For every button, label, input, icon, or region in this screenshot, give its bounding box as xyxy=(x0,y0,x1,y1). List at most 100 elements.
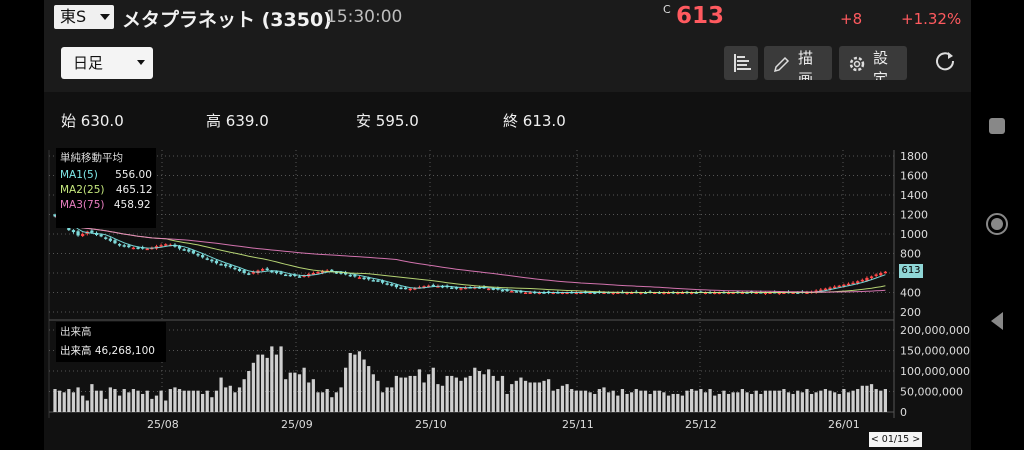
volume-bar xyxy=(237,387,242,412)
volume-bar xyxy=(187,390,191,412)
volume-bar xyxy=(141,393,145,412)
volume-bar xyxy=(367,366,371,412)
volume-bar xyxy=(777,390,781,412)
ma2-row: MA2(25) 465.12 xyxy=(60,184,156,196)
quote-time: 15:30:00 xyxy=(326,7,403,27)
candle-body xyxy=(542,292,546,294)
candle-body xyxy=(390,284,394,286)
candle-body xyxy=(334,272,339,274)
volume-bar xyxy=(90,384,94,412)
ma2-value: 465.12 xyxy=(115,184,153,196)
close-label: 終 xyxy=(503,112,519,130)
candle-body xyxy=(90,230,94,233)
candle-body xyxy=(828,287,832,290)
price-tick-label: 400 xyxy=(900,287,921,300)
volume-bar xyxy=(856,389,860,412)
indicator-list-button[interactable] xyxy=(724,46,758,80)
candle-body xyxy=(643,292,648,294)
volume-bar xyxy=(260,354,265,412)
chart-toolbar: 日足 描画 設定 xyxy=(44,36,971,92)
candle-body xyxy=(731,292,735,294)
price-tick-label: 1000 xyxy=(900,228,928,241)
volume-bar xyxy=(819,390,823,412)
volume-legend: 出来高 出来高 46,268,100 xyxy=(56,322,166,362)
volume-bar xyxy=(473,367,477,412)
volume-tick-label: 100,000,000 xyxy=(900,365,970,378)
volume-bar xyxy=(865,385,869,412)
volume-bar xyxy=(459,380,463,412)
volume-bar xyxy=(311,379,315,412)
volume-bar xyxy=(519,377,523,412)
candle-body xyxy=(602,292,606,294)
exchange-select[interactable]: 東S xyxy=(54,5,114,29)
candle-body xyxy=(560,292,565,294)
candle-body xyxy=(745,292,749,294)
volume-bar xyxy=(666,395,671,412)
candle-body xyxy=(823,288,828,291)
ma3-line xyxy=(54,215,886,293)
candle-body xyxy=(127,245,131,248)
date-tick-label: 25/09 xyxy=(281,418,313,431)
volume-bar xyxy=(662,392,666,412)
volume-bar xyxy=(487,369,491,412)
android-nav-bar xyxy=(971,0,1024,450)
candle-body xyxy=(413,288,417,290)
candle-body xyxy=(288,274,292,277)
volume-bar xyxy=(842,389,846,412)
recents-icon[interactable] xyxy=(987,116,1007,136)
volume-bar xyxy=(422,382,426,412)
candle-body xyxy=(491,288,495,290)
volume-bar xyxy=(680,395,685,412)
ma1-row: MA1(5) 556.00 xyxy=(60,169,156,181)
volume-bar xyxy=(53,389,57,412)
candle-body xyxy=(270,270,274,273)
volume-bar xyxy=(279,346,283,412)
candle-body xyxy=(440,285,445,288)
date-cursor-tag[interactable]: < 01/15 > xyxy=(869,432,922,447)
candle-body xyxy=(279,272,283,274)
home-icon[interactable] xyxy=(985,212,1009,236)
stock-chart[interactable]: 20040060080010001200140016001800050,000,… xyxy=(44,0,971,450)
candle-body xyxy=(219,264,223,266)
volume-bar xyxy=(182,390,186,412)
refresh-icon[interactable] xyxy=(934,50,956,72)
volume-bar xyxy=(316,392,320,412)
volume-bar xyxy=(385,387,389,412)
candle-body xyxy=(630,292,634,294)
candle-body xyxy=(796,292,800,294)
volume-tick-label: 50,000,000 xyxy=(900,386,963,399)
volume-bar xyxy=(542,380,546,412)
volume-bar xyxy=(150,398,154,412)
candle-body xyxy=(357,277,362,279)
candle-body xyxy=(136,247,140,249)
draw-button[interactable]: 描画 xyxy=(764,46,832,80)
volume-bar xyxy=(417,369,422,412)
candle-body xyxy=(782,292,786,294)
candle-body xyxy=(427,285,431,288)
period-label: 日足 xyxy=(73,54,104,72)
volume-bar xyxy=(556,389,560,412)
volume-bar xyxy=(251,362,255,412)
volume-bar xyxy=(805,389,809,412)
period-select[interactable]: 日足 xyxy=(61,47,153,79)
volume-bar xyxy=(81,395,85,412)
volume-bar xyxy=(736,392,740,412)
volume-bar xyxy=(210,397,214,412)
volume-bar xyxy=(201,393,205,412)
candle-body xyxy=(353,275,357,277)
ma-legend: 単純移動平均 MA1(5) 556.00 MA2(25) 465.12 MA3(… xyxy=(56,148,156,228)
candle-body xyxy=(676,292,680,294)
candle-body xyxy=(523,292,528,294)
settings-button[interactable]: 設定 xyxy=(839,46,907,80)
volume-bar xyxy=(620,389,625,412)
ohlc-high: 高 639.0 xyxy=(206,110,269,131)
back-icon[interactable] xyxy=(987,310,1007,332)
candle-body xyxy=(593,292,597,294)
candle-body xyxy=(450,287,454,290)
volume-bar xyxy=(242,379,246,412)
volume-bar xyxy=(643,390,648,412)
candle-body xyxy=(694,292,698,294)
candle-body xyxy=(293,274,297,276)
volume-bar xyxy=(722,390,726,412)
volume-bar xyxy=(560,385,565,412)
